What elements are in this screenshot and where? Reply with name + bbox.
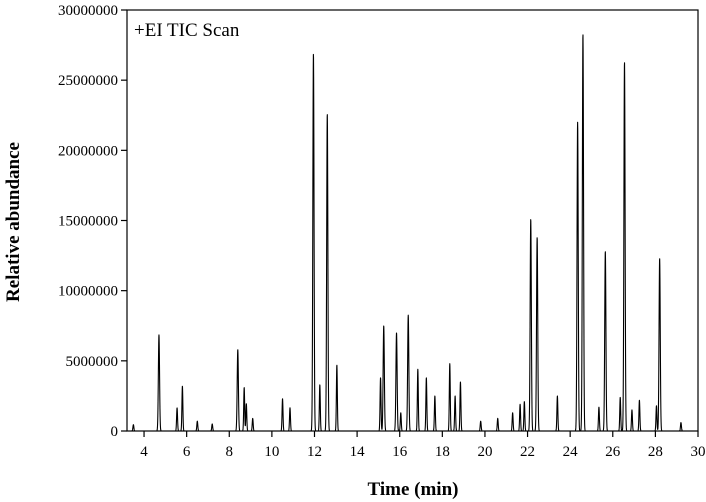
- x-tick-label: 10: [264, 444, 279, 460]
- y-tick-label: 15000000: [58, 214, 118, 230]
- y-tick-label: 25000000: [58, 73, 118, 89]
- x-tick-label: 26: [605, 444, 621, 460]
- y-tick-label: 5000000: [66, 354, 119, 370]
- x-axis-ticks: 4 6 8 10 12 14 16 18 20 22 24 26 28 30: [140, 431, 706, 460]
- y-tick-label: 10000000: [58, 284, 118, 300]
- x-tick-label: 14: [350, 444, 366, 460]
- x-tick-label: 28: [648, 444, 663, 460]
- x-tick-label: 22: [520, 444, 535, 460]
- x-tick-label: 30: [691, 444, 706, 460]
- y-axis-title: Relative abundance: [3, 142, 24, 302]
- x-tick-label: 8: [226, 444, 234, 460]
- scan-mode-annotation: +EI TIC Scan: [134, 20, 240, 41]
- y-tick-label: 0: [111, 424, 119, 440]
- x-tick-label: 12: [307, 444, 322, 460]
- x-tick-label: 18: [435, 444, 450, 460]
- plot-border: [126, 9, 699, 432]
- y-axis-ticks: 0 5000000 10000000 15000000 20000000 25000000…: [58, 3, 127, 440]
- x-axis-title: Time (min): [368, 479, 459, 500]
- plot-frame: [126, 9, 699, 432]
- x-tick-label: 4: [140, 444, 148, 460]
- x-tick-label: 6: [183, 444, 191, 460]
- tic-trace-line: [126, 34, 699, 432]
- y-tick-label: 20000000: [58, 143, 118, 159]
- x-tick-label: 24: [563, 444, 579, 460]
- x-tick-label: 20: [477, 444, 492, 460]
- y-tick-label: 30000000: [58, 3, 118, 19]
- x-tick-label: 16: [392, 444, 408, 460]
